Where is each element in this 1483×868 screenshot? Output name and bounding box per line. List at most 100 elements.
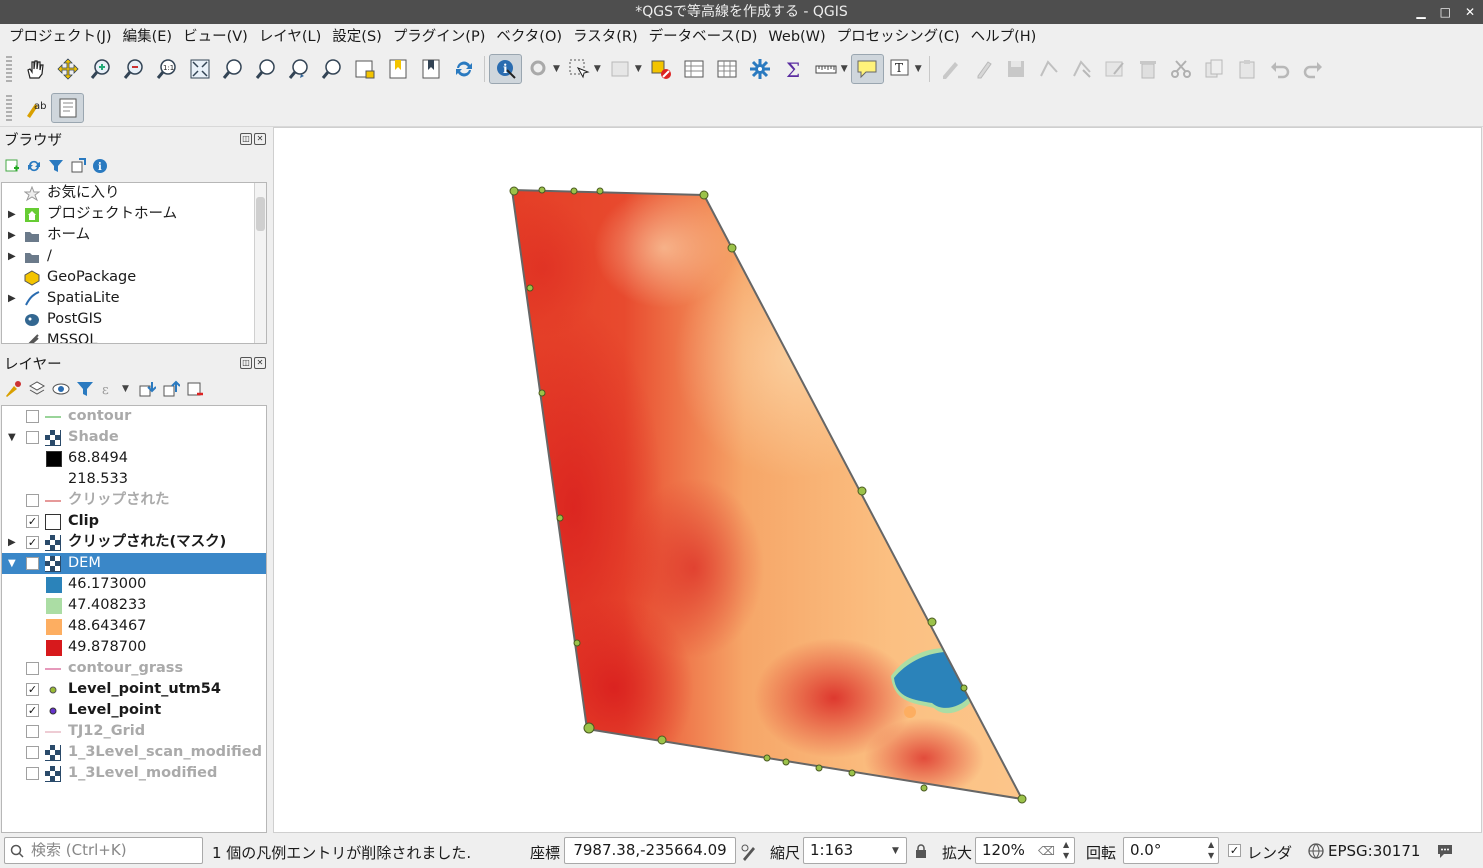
scale-combobox[interactable]: 1:163 [803,837,907,864]
minimize-icon[interactable]: ▁ [1416,5,1426,19]
float-panel-icon[interactable]: ◫ [240,133,252,145]
run-action-icon[interactable] [522,54,555,84]
redo-icon[interactable] [1297,54,1330,84]
expand-arrow-icon[interactable]: ▼ [8,432,16,443]
menu-edit[interactable]: 編集(E) [122,28,173,45]
browser-item-favorites[interactable]: お気に入り [2,183,266,204]
layer-item-1-3level-modified[interactable]: 1_3Level_modified [2,763,266,784]
label-tool-icon[interactable]: abc [18,93,51,123]
layer-item-contour[interactable]: contour [2,406,266,427]
zoom-native-icon[interactable]: 1:1 [150,54,183,84]
filter-by-expression-icon[interactable]: ε [100,380,118,398]
globe-icon[interactable] [1308,843,1324,859]
delete-icon[interactable] [1132,54,1165,84]
remove-layer-icon[interactable] [186,380,204,398]
processing-toolbox-icon[interactable] [744,54,777,84]
refresh-icon[interactable] [26,158,42,174]
menu-database[interactable]: データベース(D) [648,28,758,45]
chevron-down-icon[interactable]: ▼ [914,64,922,74]
layer-checkbox[interactable]: ✓ [26,515,39,528]
undo-icon[interactable] [1264,54,1297,84]
style-manager-icon[interactable] [4,380,22,398]
layer-checkbox[interactable]: ✓ [26,536,39,549]
layer-checkbox[interactable] [26,410,39,423]
digitize-icon[interactable] [1033,54,1066,84]
close-icon[interactable]: ✕ [1464,5,1475,19]
zoom-in-icon[interactable] [84,54,117,84]
toggle-editing-icon[interactable] [967,54,1000,84]
info-icon[interactable]: i [92,158,108,174]
chevron-down-icon[interactable]: ▼ [892,846,899,856]
toolbar-grip[interactable] [6,94,12,121]
chevron-down-icon[interactable]: ▼ [122,384,129,394]
zoom-next-icon[interactable] [315,54,348,84]
magnifier-spinbox[interactable]: 120% [975,837,1075,864]
field-calculator-icon[interactable] [711,54,744,84]
identify-features-icon[interactable]: i [489,54,522,84]
layer-item-clipped-mask[interactable]: ▶ ✓ クリップされた(マスク) [2,532,266,553]
crs-label[interactable]: EPSG:30171 [1328,842,1421,860]
browser-item-home[interactable]: ▶ ホーム [2,225,266,246]
map-tips-icon[interactable] [850,54,884,84]
layer-checkbox[interactable] [26,494,39,507]
zoom-full-icon[interactable] [183,54,216,84]
save-edits-icon[interactable] [1000,54,1033,84]
browser-item-project-home[interactable]: ▶ プロジェクトホーム [2,204,266,225]
expand-all-icon[interactable] [138,380,156,398]
expand-arrow-icon[interactable]: ▶ [8,293,16,304]
browser-item-root[interactable]: ▶ / [2,246,266,267]
close-panel-icon[interactable]: ✕ [254,357,266,369]
collapse-all-icon[interactable] [70,158,86,174]
menu-layer[interactable]: レイヤ(L) [258,28,322,45]
select-by-expression-icon[interactable] [604,54,637,84]
expand-arrow-icon[interactable]: ▶ [8,230,16,241]
show-bookmarks-icon[interactable] [414,54,447,84]
layer-item-level-point[interactable]: ✓ Level_point [2,700,266,721]
layer-checkbox[interactable] [26,431,39,444]
vertex-tool-icon[interactable] [1066,54,1099,84]
zoom-out-icon[interactable] [117,54,150,84]
browser-item-spatialite[interactable]: ▶ SpatiaLite [2,288,266,309]
zoom-to-layer-icon[interactable] [249,54,282,84]
menu-project[interactable]: プロジェクト(J) [9,28,112,45]
layer-checkbox[interactable] [26,746,39,759]
menu-vector[interactable]: ベクタ(O) [496,28,563,45]
add-selected-layers-icon[interactable] [4,158,20,174]
layer-checkbox[interactable]: ✓ [26,683,39,696]
text-annotation-icon[interactable]: T [884,54,917,84]
layer-item-level-point-utm54[interactable]: ✓ Level_point_utm54 [2,679,266,700]
add-group-icon[interactable] [28,380,46,398]
menu-raster[interactable]: ラスタ(R) [573,28,638,45]
expand-arrow-icon[interactable]: ▼ [8,558,16,569]
deselect-all-icon[interactable] [645,54,678,84]
cut-icon[interactable] [1165,54,1198,84]
dem-map-render[interactable] [274,128,1482,833]
layer-checkbox[interactable]: ✓ [26,704,39,717]
layer-checkbox[interactable] [26,725,39,738]
clear-icon[interactable]: ⌫ [1038,844,1055,858]
toggle-extents-icon[interactable] [740,843,758,861]
chevron-down-icon[interactable]: ▼ [553,64,560,74]
layer-checkbox[interactable] [26,662,39,675]
expand-arrow-icon[interactable]: ▶ [8,251,16,262]
zoom-last-icon[interactable] [282,54,315,84]
layer-item-tj12-grid[interactable]: TJ12_Grid [2,721,266,742]
pan-icon[interactable] [18,54,51,84]
layer-item-shade[interactable]: ▼ Shade [2,427,266,448]
modify-attributes-icon[interactable] [1099,54,1132,84]
browser-scrollbar[interactable] [254,183,266,343]
layer-item-1-3level-scan-modified[interactable]: 1_3Level_scan_modified [2,742,266,763]
scrollbar-thumb[interactable] [256,197,265,231]
menu-web[interactable]: Web(W) [768,28,826,45]
new-bookmark-icon[interactable] [381,54,414,84]
new-map-view-icon[interactable] [348,54,381,84]
browser-item-mssql[interactable]: MSSQL [2,330,266,343]
spin-arrows-icon[interactable]: ▲ ▼ [1063,840,1070,860]
zoom-to-selection-icon[interactable] [216,54,249,84]
expand-arrow-icon[interactable]: ▶ [8,537,16,548]
toolbar-grip[interactable] [6,56,12,82]
layer-item-clip[interactable]: ✓ Clip [2,511,266,532]
messages-icon[interactable] [1436,843,1454,859]
layer-item-contour-grass[interactable]: contour_grass [2,658,266,679]
layout-manager-icon[interactable] [51,92,84,123]
